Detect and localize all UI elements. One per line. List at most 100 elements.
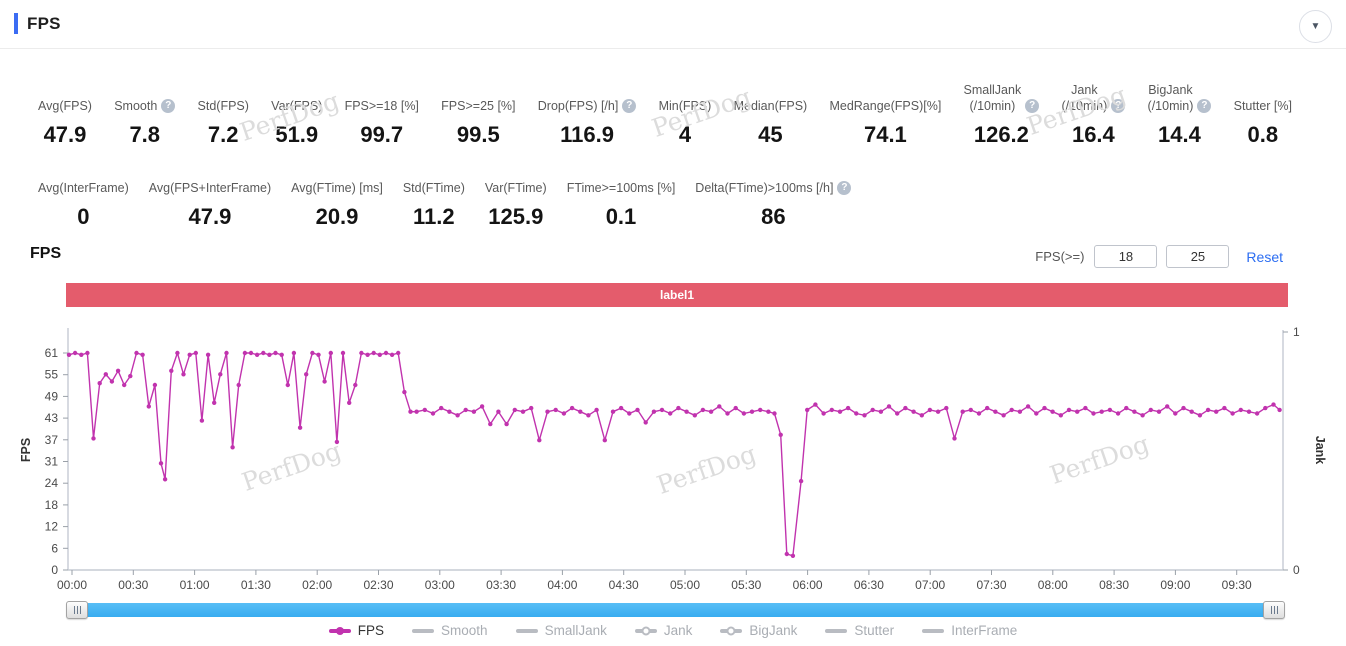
stat-value: 7.2	[207, 122, 239, 147]
legend-item-fps[interactable]: FPS	[328, 623, 384, 638]
fps-data-point	[316, 352, 321, 357]
stat-label: Stutter [%]	[1234, 82, 1292, 114]
stat-value: 99.5	[456, 122, 500, 147]
fps-series-line	[68, 352, 1281, 557]
grip-icon	[1273, 606, 1275, 614]
legend-item-jank[interactable]: Jank	[634, 623, 692, 638]
stat-value: 4	[678, 122, 692, 147]
datazoom-bar[interactable]	[84, 603, 1267, 617]
fps-data-point	[115, 368, 121, 373]
stat-label: Smooth?	[114, 82, 176, 114]
fps-data-point	[895, 411, 900, 416]
fps-data-point	[676, 405, 681, 411]
x-tick-label: 09:00	[1160, 578, 1190, 592]
fps-data-point	[1050, 409, 1055, 414]
fps-data-point	[733, 405, 738, 411]
fps-data-point	[766, 409, 771, 414]
legend-item-smalljank[interactable]: SmallJank	[515, 623, 607, 638]
stat-label: SmallJank (/10min)?	[964, 82, 1040, 114]
stat-value: 47.9	[188, 204, 232, 229]
fps-data-point	[798, 478, 804, 484]
fps-data-point	[741, 411, 747, 416]
y-tick-label: 31	[45, 455, 59, 469]
fps-data-point	[1066, 407, 1072, 413]
x-tick-label: 08:30	[1099, 578, 1129, 592]
fps-data-point	[1156, 409, 1162, 414]
fps-data-point	[700, 407, 706, 413]
x-tick-label: 05:30	[731, 578, 761, 592]
stat-item: Smooth? 7.8	[114, 82, 176, 148]
legend-item-stutter[interactable]: Stutter	[825, 623, 894, 638]
fps-data-point	[109, 379, 115, 384]
fps-data-point	[1148, 407, 1154, 413]
stat-item: Std(FPS) 7.2	[198, 82, 249, 148]
fps-data-point	[205, 352, 211, 357]
fps-data-point	[784, 551, 789, 557]
fps-data-point	[553, 407, 558, 413]
datazoom-handle-right[interactable]	[1263, 601, 1285, 619]
fps-data-point	[886, 404, 892, 409]
stat-value: 20.9	[315, 204, 359, 229]
stat-label-text: Var(FPS)	[271, 99, 323, 113]
stat-label: Avg(FPS)	[38, 82, 92, 114]
fps-data-point	[140, 352, 145, 357]
help-icon[interactable]: ?	[1111, 99, 1126, 113]
stat-label-text: Drop(FPS) [/h]	[537, 99, 619, 113]
fps-data-point	[97, 381, 102, 386]
fps-data-point	[279, 352, 284, 357]
fps-threshold-input-1[interactable]	[1094, 245, 1158, 268]
y-tick-label: 37	[45, 433, 59, 447]
fps-data-point	[128, 373, 133, 379]
collapse-button[interactable]: ▼	[1299, 10, 1332, 43]
fps-data-point	[85, 350, 90, 356]
fps-data-point	[169, 368, 174, 373]
fps-threshold-input-2[interactable]	[1166, 245, 1230, 268]
legend-item-smooth[interactable]: Smooth	[412, 623, 488, 638]
stat-value: 14.4	[1158, 122, 1201, 147]
fps-data-point	[911, 409, 916, 414]
help-icon[interactable]: ?	[1197, 99, 1212, 113]
fps-data-point	[267, 352, 272, 357]
fps-data-point	[805, 407, 810, 413]
reset-button[interactable]: Reset	[1246, 248, 1283, 265]
fps-data-point	[1277, 407, 1282, 413]
legend-label: Smooth	[441, 623, 488, 638]
stat-item: Avg(FTime) [ms] 20.9	[291, 164, 383, 230]
stat-label: MedRange(FPS)[%]	[829, 82, 941, 114]
x-tick-label: 03:00	[425, 578, 455, 592]
stat-label: Avg(InterFrame)	[38, 164, 129, 196]
legend-item-interframe[interactable]: InterFrame	[922, 623, 1017, 638]
stat-label-text: MedRange(FPS)[%]	[829, 99, 942, 113]
accent-bar	[14, 13, 18, 34]
x-tick-label: 08:00	[1038, 578, 1068, 592]
fps-data-point	[1214, 409, 1219, 414]
fps-chart: 0 6 12 18 24 31 37 43 49 55 61 0 1 00:00 00:30 01:00 01:…	[0, 318, 1346, 597]
help-icon[interactable]: ?	[622, 99, 637, 113]
legend-marker-icon	[634, 628, 657, 633]
datazoom-handle-left[interactable]	[66, 601, 88, 619]
legend-item-bigjank[interactable]: BigJank	[720, 623, 797, 638]
fps-data-point	[919, 413, 924, 418]
label-banner[interactable]: label1	[66, 283, 1288, 307]
stat-item: Avg(FPS) 47.9	[38, 82, 92, 148]
grip-icon	[79, 606, 81, 614]
help-icon[interactable]: ?	[161, 99, 176, 113]
fps-data-point	[813, 402, 818, 407]
x-tick-label: 02:30	[363, 578, 393, 592]
fps-data-point	[717, 404, 722, 409]
stat-value: 99.7	[360, 122, 404, 147]
legend-label: BigJank	[749, 623, 798, 638]
chart-title: FPS	[30, 245, 62, 262]
help-icon[interactable]: ?	[837, 181, 852, 195]
fps-data-point	[1271, 402, 1276, 407]
stat-value: 16.4	[1071, 122, 1115, 147]
stat-label-text: Avg(FPS+InterFrame)	[148, 181, 272, 195]
stat-item: SmallJank (/10min)? 126.2	[964, 82, 1040, 148]
stats-row-1: Avg(FPS) 47.9 Smooth? 7.8 Std(FPS) 7.2 Var(FPS…	[38, 82, 1292, 148]
help-icon[interactable]: ?	[1025, 99, 1040, 113]
fps-data-point	[778, 432, 783, 437]
fps-data-point	[845, 405, 851, 411]
legend-label: Stutter	[854, 623, 895, 638]
fps-data-point	[447, 409, 452, 414]
grip-icon	[76, 606, 78, 614]
